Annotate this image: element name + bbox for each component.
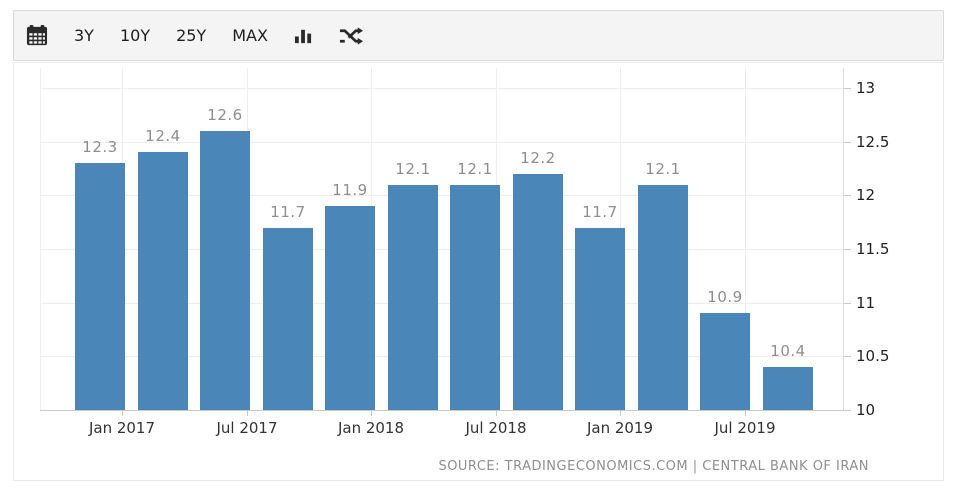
y-gridline [40,195,843,196]
bar-value-label: 12.1 [457,160,493,178]
y-tick [843,249,851,250]
x-tick [122,410,123,416]
bar[interactable] [763,367,813,410]
x-axis-label: Jul 2017 [216,419,278,437]
y-axis-label: 12.5 [856,133,890,151]
bar-value-label: 12.4 [145,127,181,145]
y-axis-label: 11 [856,294,876,312]
x-tick [496,410,497,416]
y-gridline [40,88,843,89]
bar-value-label: 10.4 [770,342,806,360]
plot-left-border [40,68,41,410]
bar[interactable] [263,228,313,410]
x-tick [620,410,621,416]
bar[interactable] [513,174,563,410]
compare-button[interactable] [339,26,363,46]
bar[interactable] [388,185,438,410]
y-axis-label: 10 [856,401,876,419]
range-button-3y[interactable]: 3Y [74,25,94,45]
x-gridline [745,68,746,410]
y-gridline [40,142,843,143]
chart-type-button[interactable] [294,26,313,45]
x-axis-label: Jul 2019 [714,419,776,437]
bar[interactable] [638,185,688,410]
bar-value-label: 11.7 [582,203,618,221]
y-tick [843,410,851,411]
x-axis-label: Jan 2018 [337,419,405,437]
y-gridline [40,249,843,250]
bar-value-label: 12.3 [82,138,118,156]
x-tick [247,410,248,416]
bar-chart-icon [294,26,313,45]
bar[interactable] [325,206,375,410]
bar-value-label: 11.9 [332,181,368,199]
bar-value-label: 12.1 [645,160,681,178]
y-axis-label: 10.5 [856,347,890,365]
bar[interactable] [75,163,125,410]
range-button-max[interactable]: MAX [232,25,268,45]
y-tick [843,142,851,143]
calendar-icon [26,25,48,46]
x-axis-label: Jul 2018 [465,419,527,437]
x-axis-label: Jan 2017 [88,419,156,437]
y-tick [843,88,851,89]
y-tick [843,303,851,304]
y-axis-label: 12 [856,186,876,204]
x-axis-label: Jan 2019 [586,419,654,437]
bar-value-label: 12.6 [207,106,243,124]
range-button-10y[interactable]: 10Y [119,25,151,45]
y-gridline [40,303,843,304]
bar-value-label: 10.9 [707,288,743,306]
x-axis-line [40,410,843,411]
y-tick [843,356,851,357]
y-axis-label: 11.5 [856,240,890,258]
plot-area: Jan 2017 Jul 2017 Jan 2018 Jul 2018 Jan 2019… [14,63,943,480]
y-axis-label: 13 [856,79,876,97]
shuffle-icon [339,26,363,46]
bar[interactable] [700,313,750,410]
bar[interactable] [575,228,625,410]
y-tick [843,195,851,196]
y-axis-line [843,68,844,410]
chart-toolbar: 3Y 10Y 25Y MAX [13,10,944,61]
bar[interactable] [200,131,250,410]
bar-value-label: 12.1 [395,160,431,178]
chart-container: Jan 2017 Jul 2017 Jan 2018 Jul 2018 Jan 2019… [13,62,944,481]
y-gridline [40,356,843,357]
bar-value-label: 12.2 [520,149,556,167]
calendar-button[interactable] [26,25,48,46]
x-tick [745,410,746,416]
bar[interactable] [450,185,500,410]
source-text: SOURCE: TRADINGECONOMICS.COM | CENTRAL B… [438,459,869,474]
range-button-25y[interactable]: 25Y [176,25,207,45]
bar[interactable] [138,152,188,410]
x-tick [371,410,372,416]
bar-value-label: 11.7 [270,203,306,221]
